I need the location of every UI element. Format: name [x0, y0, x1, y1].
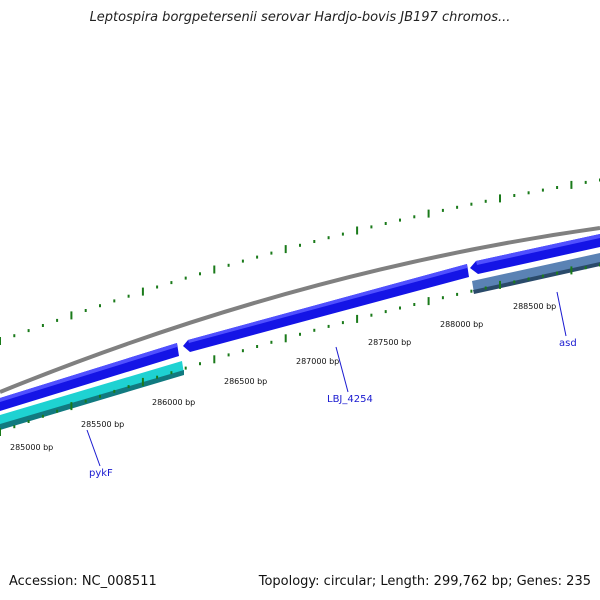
ruler-labels: 285000 bp 285500 bp 286000 bp 286500 bp …: [10, 302, 556, 452]
genome-summary: Topology: circular; Length: 299,762 bp; …: [258, 574, 591, 589]
ruler-label: 285000 bp: [10, 443, 53, 452]
accession-label: Accession: NC_008511: [9, 574, 157, 589]
ruler-label: 287500 bp: [368, 338, 411, 347]
callout-line-asd: [556, 291, 567, 337]
gene-callouts: pykF LBJ_4254 asd: [86, 291, 577, 479]
ruler-label: 288500 bp: [513, 302, 556, 311]
ruler-label: 287000 bp: [296, 357, 339, 366]
gene-label-pykF[interactable]: pykF: [89, 468, 113, 479]
gene-label-asd[interactable]: asd: [559, 338, 577, 349]
gene-arrow[interactable]: [0, 343, 177, 402]
ruler-label: 286500 bp: [224, 377, 267, 386]
gene-arrow-highlight: [188, 264, 467, 343]
forward-genes: [0, 234, 600, 411]
ruler-label: 285500 bp: [81, 420, 124, 429]
lower-tick-ring: [0, 263, 600, 436]
callout-line-lbj: [335, 346, 349, 393]
reverse-genes: [0, 253, 600, 430]
callout-line-pykF: [86, 429, 101, 467]
map-title: Leptospira borgpetersenii serovar Hardjo…: [89, 10, 511, 25]
gene-bar-pykF-shadow: [0, 370, 184, 430]
ruler-label: 286000 bp: [152, 398, 195, 407]
gene-bar-asd[interactable]: [472, 253, 600, 293]
ruler-label: 288000 bp: [440, 320, 483, 329]
gene-arrow-highlight: [476, 234, 600, 265]
gene-label-lbj-4254[interactable]: LBJ_4254: [327, 394, 373, 405]
gene-bar-asd-shadow: [473, 262, 600, 294]
backbone-line: [0, 226, 600, 394]
upper-tick-ring: [0, 178, 600, 345]
